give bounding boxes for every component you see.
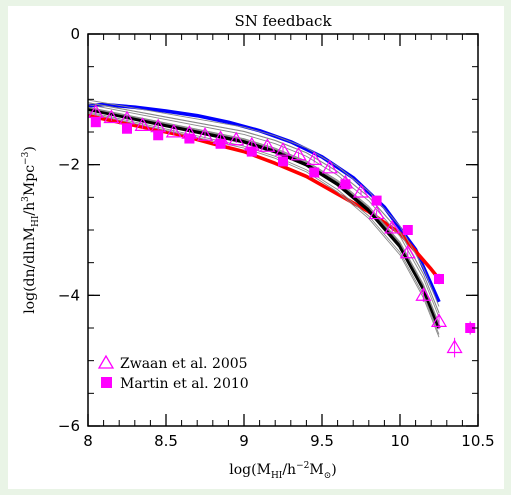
legend-triangle-marker (97, 354, 115, 369)
martin-data-point (371, 195, 382, 206)
zwaan-data-point (399, 244, 416, 259)
x-tick-label: 8 (83, 432, 93, 450)
model-realisation-line (88, 99, 440, 307)
blue-model-line (88, 102, 441, 303)
martin-data-point (465, 323, 476, 333)
x-tick-label: 10.5 (461, 432, 494, 450)
zwaan-data-point (415, 287, 432, 301)
zwaan-data-point (259, 138, 276, 152)
x-tick-label: 8.5 (154, 432, 178, 450)
martin-data-point (153, 130, 164, 141)
zwaan-data-point (196, 127, 214, 141)
zwaan-data-point (103, 109, 120, 124)
zwaan-data-point (274, 142, 292, 156)
legend-label-zwaan: Zwaan et al. 2005 (120, 356, 248, 372)
zwaan-data-point (321, 159, 338, 174)
model-realisation-line (88, 107, 440, 325)
hi-mass-function-chart: 8 8.5 9 9.5 10 10.5 0 −2 −4 −6 SN feedback log(MH… (21, 12, 495, 481)
x-tick-label: 9.5 (310, 432, 334, 450)
martin-data-point (90, 117, 101, 128)
black-model-line (88, 107, 441, 329)
x-tick-label: 9 (239, 432, 249, 450)
y-tick-label: −6 (58, 417, 80, 435)
chart-frame: 8 8.5 9 9.5 10 10.5 0 −2 −4 −6 SN feedback log(MH… (8, 6, 504, 489)
martin-data-point (122, 123, 132, 134)
martin-data-point (402, 225, 413, 235)
zwaan-data-point (384, 219, 401, 234)
y-axis-label: log(dn/dlnMHI/h3Mpc−3) (21, 146, 41, 314)
y-tick-label: −4 (58, 286, 80, 304)
zwaan-data-point (290, 146, 307, 161)
zwaan-data-point (368, 205, 385, 220)
model-realisation-line (88, 112, 440, 338)
x-axis-label: log(MHI/h−2M⊙) (229, 461, 336, 481)
zwaan-data-point (165, 123, 182, 138)
zwaan-data-point (228, 131, 245, 146)
martin-data-point (340, 179, 351, 190)
x-tick-label: 10 (390, 432, 409, 450)
martin-data-point (184, 133, 195, 144)
martin-data-point (434, 274, 444, 284)
legend: Zwaan et al. 2005 Martin et al. 2010 (97, 354, 249, 392)
model-realisation-line (88, 102, 440, 314)
zwaan-data-point (446, 339, 463, 354)
y-tick-label: 0 (70, 25, 80, 43)
y-tick-label: −2 (58, 156, 80, 174)
model-realisation-line (88, 104, 440, 318)
model-realisation-line (88, 111, 440, 335)
legend-label-martin: Martin et al. 2010 (120, 376, 249, 392)
martin-data-point (309, 167, 320, 178)
martin-data-point (278, 156, 288, 167)
legend-square-marker (101, 377, 112, 388)
zwaan-data-point (430, 313, 448, 327)
martin-data-point (246, 146, 257, 157)
zwaan-data-point (134, 117, 151, 131)
martin-data-point (215, 138, 226, 149)
zwaan-data-point (352, 183, 370, 198)
zwaan-data-point (306, 151, 323, 165)
chart-title: SN feedback (234, 12, 332, 30)
model-realisation-line (88, 106, 440, 324)
